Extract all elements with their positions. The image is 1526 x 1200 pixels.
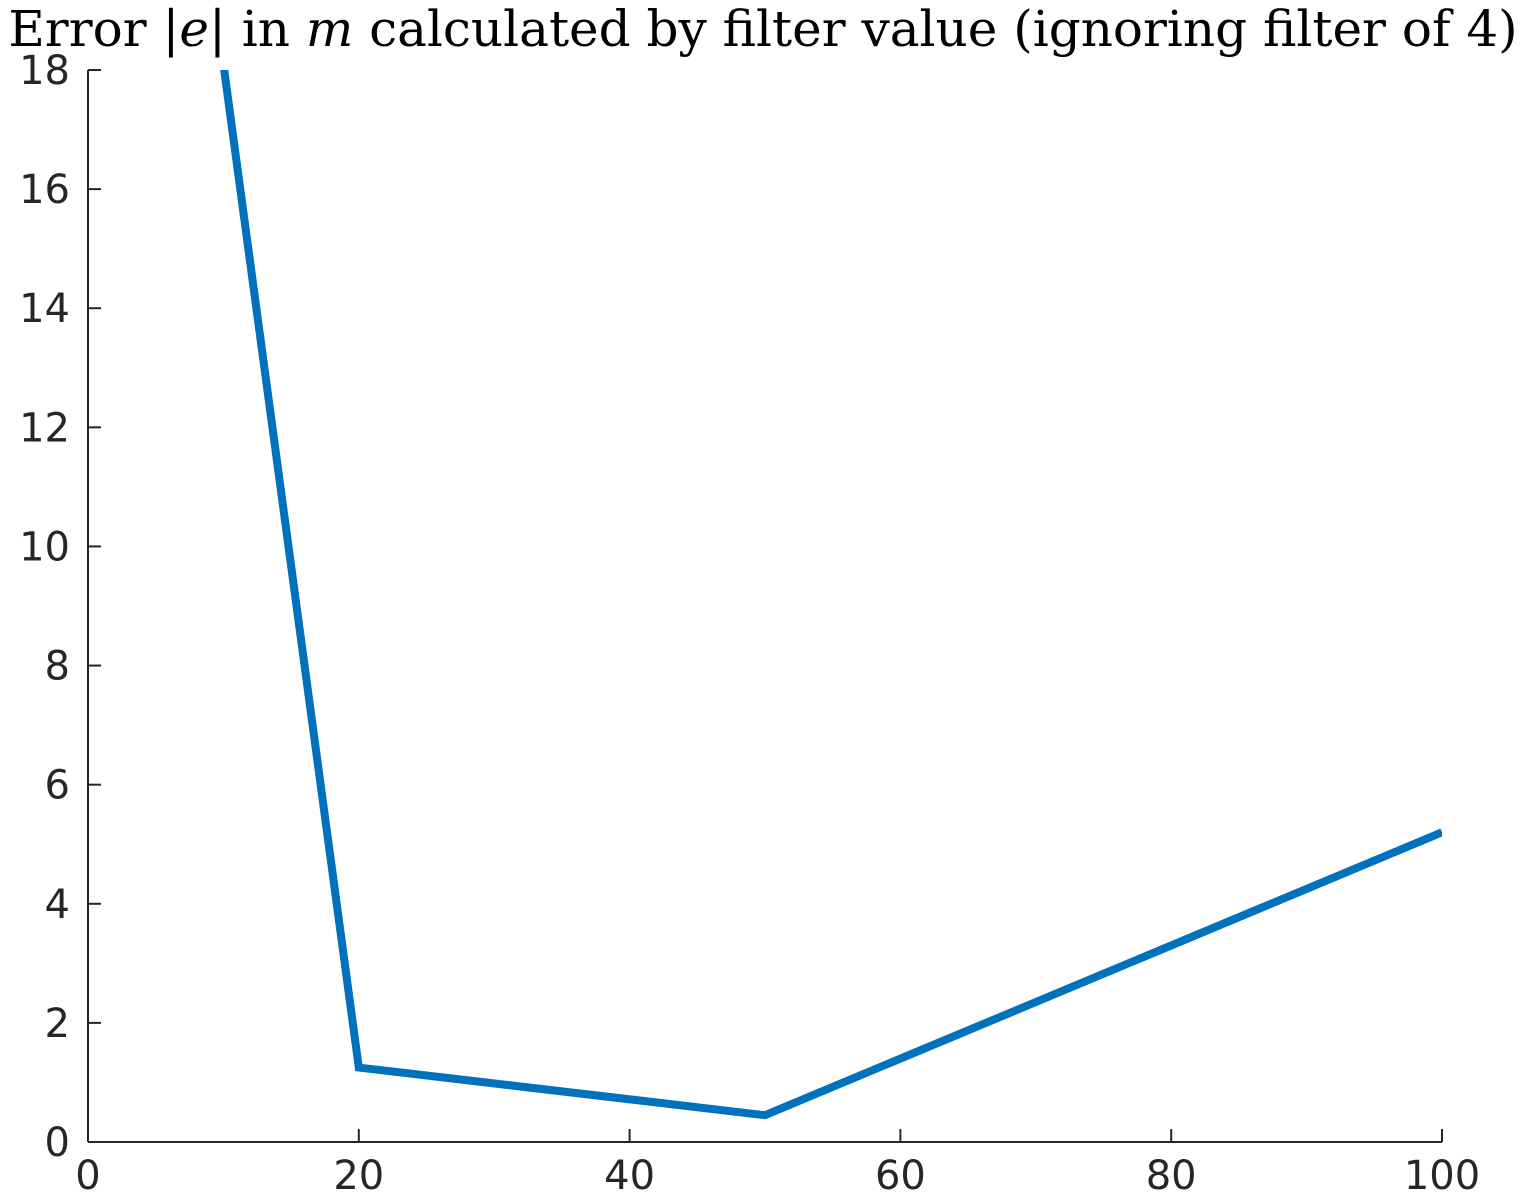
x-tick-label: 100 (1404, 1153, 1480, 1199)
chart-title: Error |e| in m calculated by filter valu… (8, 0, 1517, 58)
y-tick-label: 10 (19, 524, 70, 570)
y-tick-label: 18 (19, 48, 70, 94)
y-tick-label: 8 (45, 644, 70, 690)
y-tick-label: 6 (45, 763, 70, 809)
x-tick-label: 40 (604, 1153, 655, 1199)
title-prefix: Error (8, 0, 162, 58)
y-tick-label: 14 (19, 286, 70, 332)
title-suffix: calculated by filter value (ignoring fil… (353, 0, 1517, 58)
series-layer (220, 70, 1442, 1120)
x-tick-label: 60 (875, 1153, 926, 1199)
title-var-m: m (306, 0, 353, 58)
title-middle: in (226, 0, 306, 58)
x-tick-label: 80 (1146, 1153, 1197, 1199)
y-tick-label: 16 (19, 167, 70, 213)
title-abs-close: | (209, 0, 226, 58)
title-var-e: e (179, 0, 209, 58)
title-abs-open: | (163, 0, 180, 58)
series-line (220, 70, 1442, 1120)
x-tick-label: 0 (75, 1153, 100, 1199)
y-tick-label: 0 (45, 1120, 70, 1166)
y-tick-label: 2 (45, 1001, 70, 1047)
axes (87, 70, 1442, 1143)
y-tick-label: 12 (19, 405, 70, 451)
ticks: 0 20 40 60 80 100 0 2 4 6 8 10 12 14 16 18 (19, 48, 1480, 1199)
x-tick-label: 20 (333, 1153, 384, 1199)
y-tick-label: 4 (45, 882, 70, 928)
